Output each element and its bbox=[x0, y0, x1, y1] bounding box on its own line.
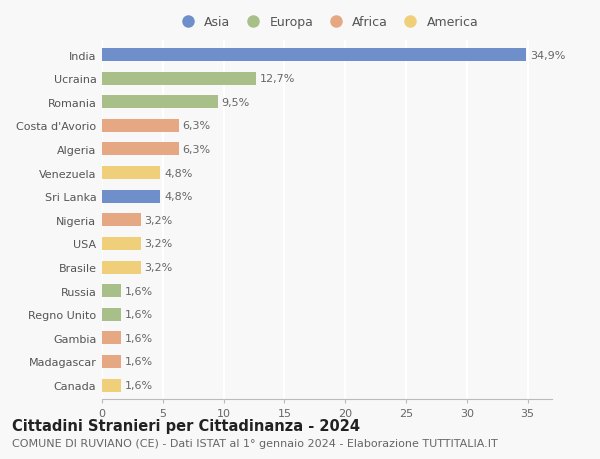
Bar bbox=[102, 237, 141, 250]
Text: 1,6%: 1,6% bbox=[125, 380, 153, 390]
Text: 3,2%: 3,2% bbox=[145, 239, 173, 249]
Text: 1,6%: 1,6% bbox=[125, 286, 153, 296]
Text: 34,9%: 34,9% bbox=[530, 50, 565, 61]
Text: 6,3%: 6,3% bbox=[182, 121, 211, 131]
Bar bbox=[102, 355, 121, 368]
Text: 6,3%: 6,3% bbox=[182, 145, 211, 155]
Bar bbox=[102, 308, 121, 321]
Text: 4,8%: 4,8% bbox=[164, 192, 193, 202]
Text: 3,2%: 3,2% bbox=[145, 263, 173, 273]
Text: Cittadini Stranieri per Cittadinanza - 2024: Cittadini Stranieri per Cittadinanza - 2… bbox=[12, 418, 360, 433]
Bar bbox=[102, 167, 160, 179]
Text: 3,2%: 3,2% bbox=[145, 215, 173, 225]
Text: 9,5%: 9,5% bbox=[221, 98, 250, 107]
Bar bbox=[102, 379, 121, 392]
Text: 1,6%: 1,6% bbox=[125, 357, 153, 367]
Text: 1,6%: 1,6% bbox=[125, 333, 153, 343]
Bar bbox=[102, 143, 179, 156]
Bar bbox=[102, 331, 121, 345]
Legend: Asia, Europa, Africa, America: Asia, Europa, Africa, America bbox=[173, 13, 481, 32]
Bar bbox=[102, 214, 141, 227]
Bar bbox=[102, 73, 256, 85]
Bar bbox=[102, 49, 526, 62]
Text: 4,8%: 4,8% bbox=[164, 168, 193, 178]
Bar bbox=[102, 190, 160, 203]
Text: 12,7%: 12,7% bbox=[260, 74, 295, 84]
Bar bbox=[102, 96, 218, 109]
Bar bbox=[102, 285, 121, 297]
Text: COMUNE DI RUVIANO (CE) - Dati ISTAT al 1° gennaio 2024 - Elaborazione TUTTITALIA: COMUNE DI RUVIANO (CE) - Dati ISTAT al 1… bbox=[12, 438, 498, 448]
Text: 1,6%: 1,6% bbox=[125, 309, 153, 319]
Bar bbox=[102, 261, 141, 274]
Bar bbox=[102, 120, 179, 133]
